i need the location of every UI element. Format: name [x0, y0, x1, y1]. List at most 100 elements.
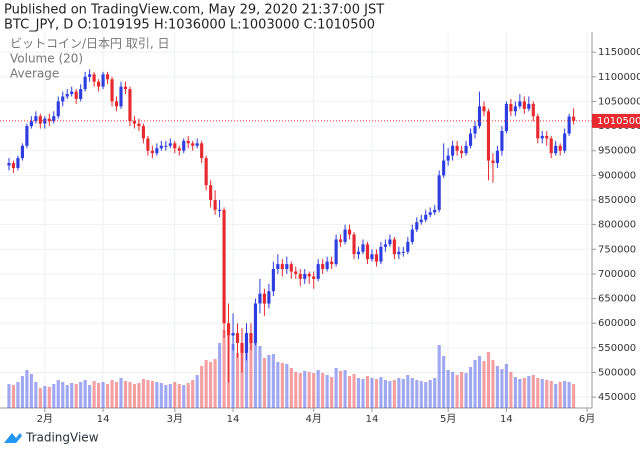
candle-body [191, 143, 195, 146]
symbol-line: BTC_JPY, D O:1019195 H:1036000 L:1003000… [4, 18, 375, 33]
volume-bar [388, 381, 392, 408]
volume-bar [316, 370, 320, 408]
volume-bar [213, 359, 217, 408]
x-tick-label: 14 [227, 414, 240, 425]
volume-bar [43, 386, 47, 408]
candle-body [137, 123, 141, 127]
volume-bar [56, 380, 60, 408]
candle-body [352, 234, 356, 255]
volume-bar [491, 360, 495, 408]
volume-bar [536, 378, 540, 408]
volume-bar [509, 372, 513, 408]
volume-bar [177, 384, 181, 408]
candle-body [370, 254, 374, 260]
volume-bar [549, 381, 553, 408]
volume-bar [20, 376, 24, 408]
candle-body [406, 241, 410, 252]
candle-body [325, 261, 329, 270]
candle-body [173, 143, 177, 149]
volume-bar [38, 388, 42, 408]
candle-body [356, 251, 361, 255]
volume-bar [271, 354, 275, 408]
volume-bar [262, 358, 266, 408]
volume-bar [356, 378, 361, 408]
volume-bar [79, 382, 83, 408]
candle-body [482, 106, 486, 112]
volume-bar [294, 372, 298, 408]
legend-entry: Average [10, 67, 59, 81]
volume-bar [244, 338, 249, 408]
candle-body [428, 212, 432, 215]
volume-bar [410, 378, 414, 408]
volume-bar [204, 360, 208, 408]
candle-body [549, 138, 553, 154]
candle-body [97, 81, 101, 87]
candle-body [334, 239, 338, 265]
candle-body [424, 214, 428, 220]
candle-body [365, 244, 370, 260]
volume-bar [97, 383, 101, 408]
volume-bar [88, 385, 92, 408]
candle-body [477, 106, 482, 127]
candle-body [213, 200, 217, 210]
volume-bar [307, 372, 311, 408]
volume-bar [451, 372, 455, 408]
candle-body [437, 175, 441, 210]
candle-body [321, 264, 325, 270]
candle-body [307, 273, 311, 277]
candle-body [280, 264, 284, 270]
volume-bar [406, 375, 410, 408]
last-price-label: 1010500 [597, 116, 640, 127]
volume-bar [141, 379, 145, 408]
candle-body [303, 273, 307, 279]
grid [0, 32, 592, 408]
volume-bar [572, 384, 576, 408]
candle-body [392, 239, 396, 255]
candle-body [235, 333, 240, 343]
volume-bar [558, 382, 562, 408]
candle-body [433, 209, 437, 213]
candle-body [74, 91, 78, 99]
volume-bar [374, 379, 379, 408]
volume-bar [513, 377, 517, 408]
volume-bar [7, 384, 11, 408]
volume-bar [123, 381, 128, 408]
volume-bar [235, 353, 240, 408]
candle-body [572, 116, 576, 121]
volume-bar [545, 380, 549, 408]
candle-body [20, 145, 24, 159]
volume-bar [110, 380, 114, 408]
x-tick-label: 14 [97, 414, 110, 425]
volume-bar [392, 380, 396, 408]
candle-body [249, 333, 253, 343]
candle-body [567, 116, 571, 134]
volume-bar [280, 363, 284, 408]
volume-bar [531, 375, 535, 408]
candle-body [347, 229, 352, 235]
x-tick-label: 4月 [306, 413, 322, 425]
volume-bar [486, 352, 491, 408]
volume-bar [25, 370, 29, 408]
x-tick-label: 5月 [440, 413, 456, 425]
volume-bar [437, 345, 441, 408]
x-tick-label: 14 [500, 414, 513, 425]
candle-body [388, 239, 392, 245]
volume-bar [92, 381, 96, 408]
y-tick-label: 1100000 [598, 72, 640, 83]
legend-entry: Volume (20) [10, 52, 83, 66]
candle-body [70, 91, 74, 95]
volume-bar [191, 380, 195, 408]
candle-body [218, 209, 222, 211]
volume-bar [370, 378, 374, 408]
candle-body [276, 264, 280, 270]
volume-bar [137, 383, 141, 408]
y-tick-label: 450000 [598, 392, 636, 403]
candle-body [61, 96, 65, 102]
candle-body [267, 291, 271, 304]
candle-body [486, 111, 491, 161]
volume-bar [182, 385, 186, 408]
candle-body [262, 293, 266, 304]
candle-body [343, 229, 347, 242]
